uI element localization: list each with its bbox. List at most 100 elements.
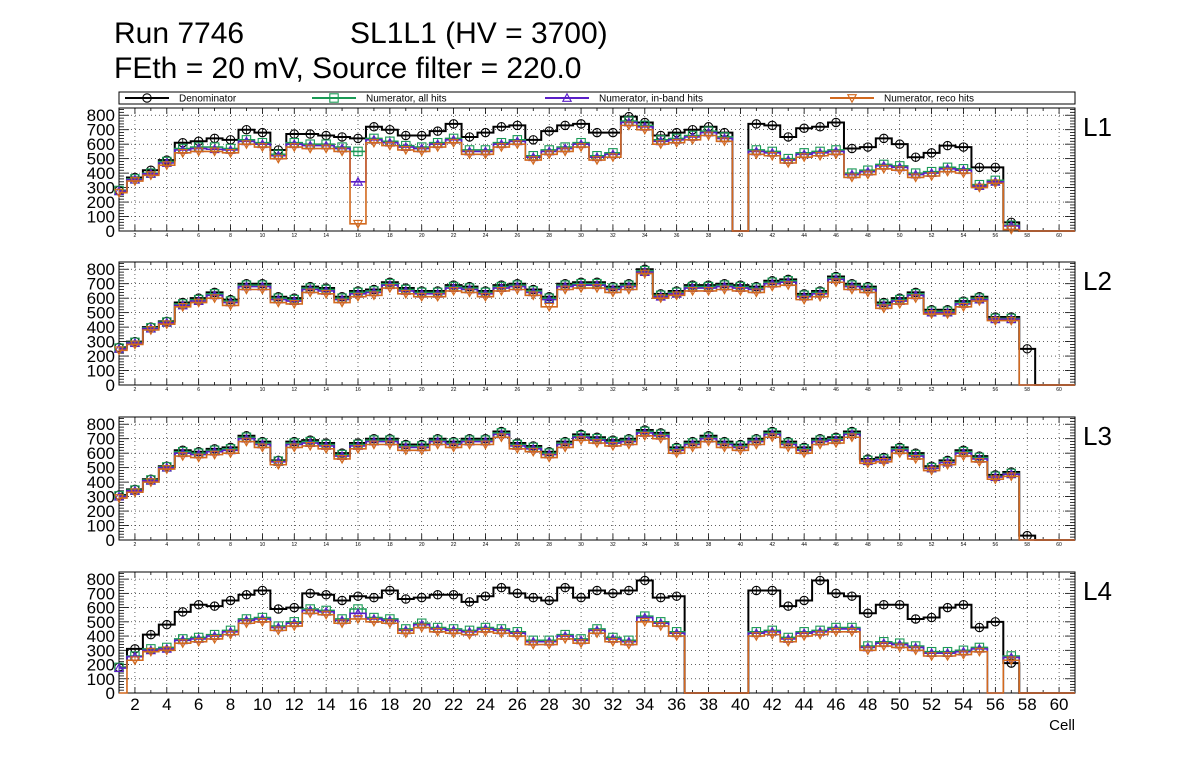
series-line-0	[119, 115, 1075, 232]
data-point	[894, 449, 905, 459]
x-tick-label: 14	[323, 233, 329, 239]
x-tick-label: 6	[194, 695, 203, 714]
data-point	[145, 478, 157, 488]
x-tick-label: 22	[451, 542, 457, 548]
data-point	[480, 627, 491, 638]
data-point	[958, 169, 969, 179]
x-tick-label: 36	[667, 695, 686, 714]
data-point	[145, 326, 157, 336]
data-point	[974, 297, 985, 307]
x-tick-label: 6	[197, 542, 200, 548]
data-point	[416, 446, 427, 456]
x-tick-label: 32	[610, 233, 616, 239]
data-point	[639, 125, 650, 136]
data-point	[655, 294, 666, 304]
data-point	[432, 126, 443, 136]
data-point	[671, 449, 682, 459]
data-point	[401, 594, 411, 604]
data-point	[257, 585, 268, 596]
x-tick-label: 48	[865, 542, 871, 548]
y-tick-label: 100	[87, 208, 115, 227]
data-point	[655, 622, 666, 632]
data-point	[799, 595, 809, 606]
data-point	[830, 150, 842, 160]
x-tick-label: 46	[833, 233, 839, 239]
x-tick-label: 42	[763, 695, 782, 714]
x-tick-label: 52	[929, 542, 935, 548]
data-point	[544, 640, 555, 650]
data-point	[496, 122, 507, 132]
data-point	[990, 475, 1001, 485]
data-point	[209, 450, 220, 460]
data-point	[368, 291, 380, 301]
data-point	[863, 142, 873, 152]
x-tick-label: 2	[134, 542, 137, 548]
data-point	[544, 595, 554, 606]
legend-label-1: Numerator, all hits	[366, 94, 447, 105]
data-point	[624, 585, 634, 596]
series-line-1	[119, 608, 1075, 694]
data-point	[639, 269, 650, 279]
data-point	[751, 632, 762, 642]
y-tick-label: 300	[87, 179, 115, 198]
x-tick-label: 16	[355, 387, 361, 393]
data-point	[926, 466, 937, 476]
data-point	[942, 140, 953, 151]
x-tick-label: 34	[642, 387, 648, 393]
data-point	[767, 630, 778, 640]
data-point	[830, 278, 842, 288]
data-point	[687, 287, 698, 297]
data-point	[241, 285, 252, 295]
data-point	[177, 452, 188, 462]
data-point	[814, 440, 826, 450]
x-tick-label: 4	[162, 695, 171, 714]
x-tick-label: 34	[642, 233, 648, 239]
data-point	[719, 285, 730, 295]
data-point	[480, 150, 491, 160]
data-point	[767, 585, 778, 596]
legend-label-0: Denominator	[179, 94, 237, 105]
y-tick-label: 500	[87, 459, 115, 478]
data-point	[639, 617, 650, 628]
data-point	[305, 288, 316, 298]
data-point	[703, 131, 714, 141]
x-tick-label: 24	[483, 233, 489, 239]
x-tick-label: 30	[578, 542, 584, 548]
data-point	[129, 488, 141, 498]
data-point	[990, 316, 1001, 326]
y-tick-label: 100	[87, 670, 115, 689]
data-point	[464, 630, 475, 640]
data-point	[814, 630, 826, 640]
y-tick-label: 400	[87, 627, 115, 646]
data-point	[575, 639, 587, 649]
data-point	[528, 156, 539, 166]
data-point	[289, 300, 300, 310]
x-tick-label: 28	[546, 387, 552, 393]
x-tick-label: 20	[412, 695, 431, 714]
y-tick-label: 200	[87, 502, 115, 521]
data-point	[369, 592, 379, 603]
data-point	[353, 133, 363, 144]
x-tick-label: 18	[387, 233, 393, 239]
data-point	[416, 147, 427, 157]
data-point	[894, 643, 905, 653]
data-point	[592, 127, 602, 138]
data-point	[926, 148, 937, 158]
data-point	[385, 585, 395, 596]
x-tick-label: 18	[387, 542, 393, 548]
data-point	[352, 219, 364, 230]
y-tick-label: 300	[87, 641, 115, 660]
data-point	[671, 632, 682, 642]
data-point	[321, 590, 331, 600]
data-point	[831, 588, 841, 599]
data-point	[671, 591, 682, 601]
legend-marker-1	[329, 93, 339, 103]
data-point	[559, 147, 571, 157]
data-point	[193, 147, 204, 157]
x-tick-label: 40	[738, 542, 744, 548]
data-point	[161, 646, 172, 656]
data-point	[719, 443, 730, 453]
data-point	[273, 604, 284, 614]
panel-label-L2: L2	[1083, 266, 1112, 296]
